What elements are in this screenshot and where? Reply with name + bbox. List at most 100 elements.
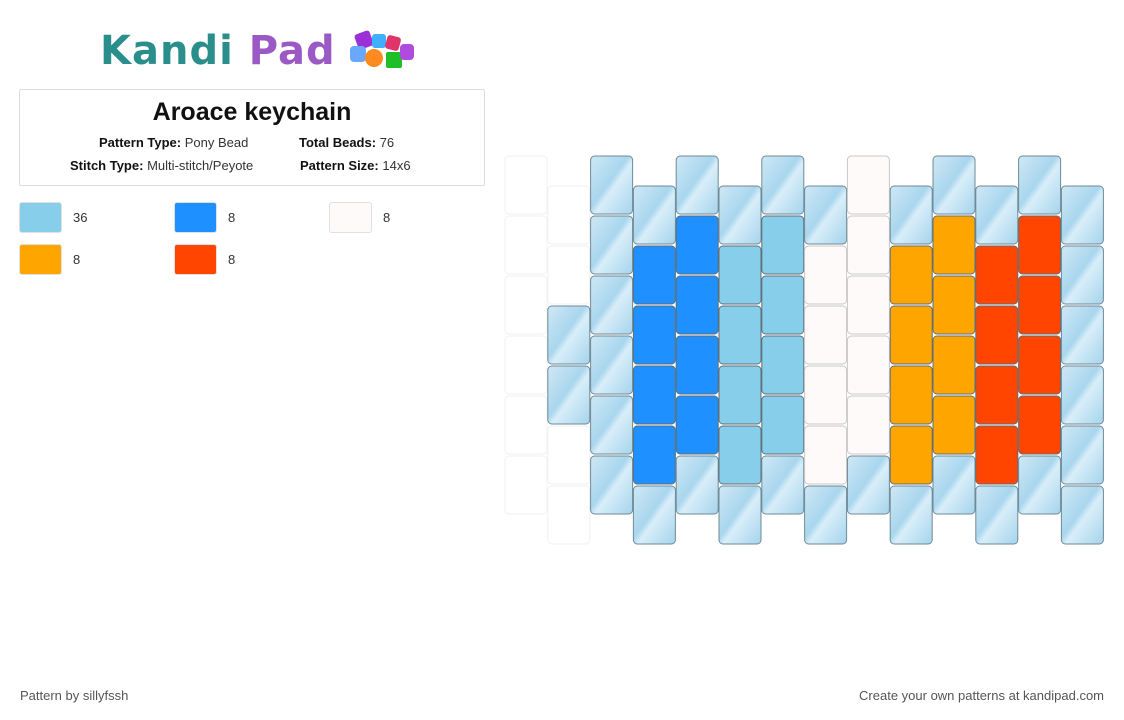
bead bbox=[547, 365, 591, 425]
bead bbox=[632, 185, 676, 245]
bead bbox=[1018, 455, 1062, 515]
bead bbox=[1060, 245, 1104, 305]
bead bbox=[590, 395, 634, 455]
legend-item: 8 bbox=[174, 244, 235, 275]
bead bbox=[975, 185, 1019, 245]
bead bbox=[932, 155, 976, 215]
bead bbox=[975, 245, 1019, 305]
bead bbox=[761, 215, 805, 275]
beads-icon bbox=[349, 30, 414, 68]
bead bbox=[889, 485, 933, 545]
bead-count: 8 bbox=[383, 210, 391, 225]
pattern-size-row: Pattern Size: 14x6 bbox=[300, 158, 411, 173]
pattern-size-label: Pattern Size: bbox=[300, 158, 379, 173]
stitch-type-label: Stitch Type: bbox=[70, 158, 144, 173]
total-beads-value: 76 bbox=[379, 135, 395, 150]
bead-count: 8 bbox=[73, 252, 81, 267]
bead bbox=[1060, 425, 1104, 485]
bead bbox=[889, 185, 933, 245]
bead bbox=[804, 305, 848, 365]
legend-item: 8 bbox=[19, 244, 80, 275]
bead bbox=[932, 455, 976, 515]
logo-text-kandi: Kandi bbox=[100, 28, 234, 74]
bead bbox=[846, 455, 890, 515]
pattern-size-value: 14x6 bbox=[382, 158, 411, 173]
bead bbox=[846, 215, 890, 275]
empty-bead-slot bbox=[504, 155, 548, 215]
bead bbox=[718, 185, 762, 245]
bead bbox=[1060, 365, 1104, 425]
logo-wordmark: Kandi Pad bbox=[100, 28, 336, 74]
legend-item: 8 bbox=[329, 202, 390, 233]
bead bbox=[932, 395, 976, 455]
empty-bead-slot bbox=[504, 455, 548, 515]
pattern-title: Aroace keychain bbox=[152, 98, 352, 126]
empty-bead-slot bbox=[504, 275, 548, 335]
color-swatch bbox=[174, 202, 217, 233]
bead bbox=[547, 305, 591, 365]
bead bbox=[804, 425, 848, 485]
bead bbox=[1060, 485, 1104, 545]
color-swatch bbox=[329, 202, 372, 233]
legend-item: 36 bbox=[19, 202, 87, 233]
pattern-type-row: Pattern Type: Pony Bead bbox=[99, 135, 248, 150]
bead bbox=[718, 425, 762, 485]
pattern-type-label: Pattern Type: bbox=[99, 135, 182, 150]
total-beads-label: Total Beads: bbox=[299, 135, 377, 150]
bead bbox=[632, 365, 676, 425]
bead bbox=[804, 365, 848, 425]
pattern-info-card: Aroace keychain Pattern Type: Pony Bead … bbox=[19, 89, 485, 186]
bead bbox=[889, 425, 933, 485]
empty-bead-slot bbox=[504, 215, 548, 275]
bead bbox=[761, 275, 805, 335]
stitch-type-row: Stitch Type: Multi-stitch/Peyote bbox=[70, 158, 253, 173]
bead bbox=[632, 245, 676, 305]
bead bbox=[1018, 275, 1062, 335]
bead-count: 8 bbox=[228, 210, 236, 225]
empty-bead-slot bbox=[547, 245, 591, 305]
bead bbox=[761, 335, 805, 395]
color-swatch bbox=[174, 244, 217, 275]
bead bbox=[1060, 305, 1104, 365]
color-swatch bbox=[19, 244, 62, 275]
bead bbox=[590, 455, 634, 515]
bead bbox=[889, 305, 933, 365]
bead bbox=[675, 215, 719, 275]
bead bbox=[804, 185, 848, 245]
color-swatch bbox=[19, 202, 62, 233]
bead bbox=[632, 305, 676, 365]
bead bbox=[675, 395, 719, 455]
kandipad-credit-link[interactable]: Create your own patterns at kandipad.com bbox=[859, 688, 1104, 703]
empty-bead-slot bbox=[547, 485, 591, 545]
bead bbox=[1018, 395, 1062, 455]
bead bbox=[975, 365, 1019, 425]
logo-text-pad: Pad bbox=[248, 28, 336, 74]
bead bbox=[761, 155, 805, 215]
bead bbox=[1060, 185, 1104, 245]
bead bbox=[804, 485, 848, 545]
bead bbox=[590, 335, 634, 395]
bead bbox=[975, 485, 1019, 545]
bead bbox=[718, 485, 762, 545]
empty-bead-slot bbox=[547, 185, 591, 245]
stitch-type-value: Multi-stitch/Peyote bbox=[147, 158, 254, 173]
bead bbox=[675, 155, 719, 215]
bead bbox=[889, 365, 933, 425]
bead-count: 8 bbox=[228, 252, 236, 267]
bead bbox=[932, 335, 976, 395]
bead bbox=[590, 275, 634, 335]
bead bbox=[889, 245, 933, 305]
bead bbox=[632, 425, 676, 485]
bead bbox=[846, 335, 890, 395]
empty-bead-slot bbox=[547, 425, 591, 485]
bead bbox=[1018, 215, 1062, 275]
total-beads-row: Total Beads: 76 bbox=[299, 135, 394, 150]
bead bbox=[804, 245, 848, 305]
kandi-pad-logo[interactable]: Kandi Pad bbox=[100, 26, 420, 76]
bead bbox=[632, 485, 676, 545]
pattern-author: Pattern by sillyfssh bbox=[20, 688, 129, 703]
bead bbox=[975, 305, 1019, 365]
pattern-type-value: Pony Bead bbox=[184, 135, 249, 150]
empty-bead-slot bbox=[504, 335, 548, 395]
